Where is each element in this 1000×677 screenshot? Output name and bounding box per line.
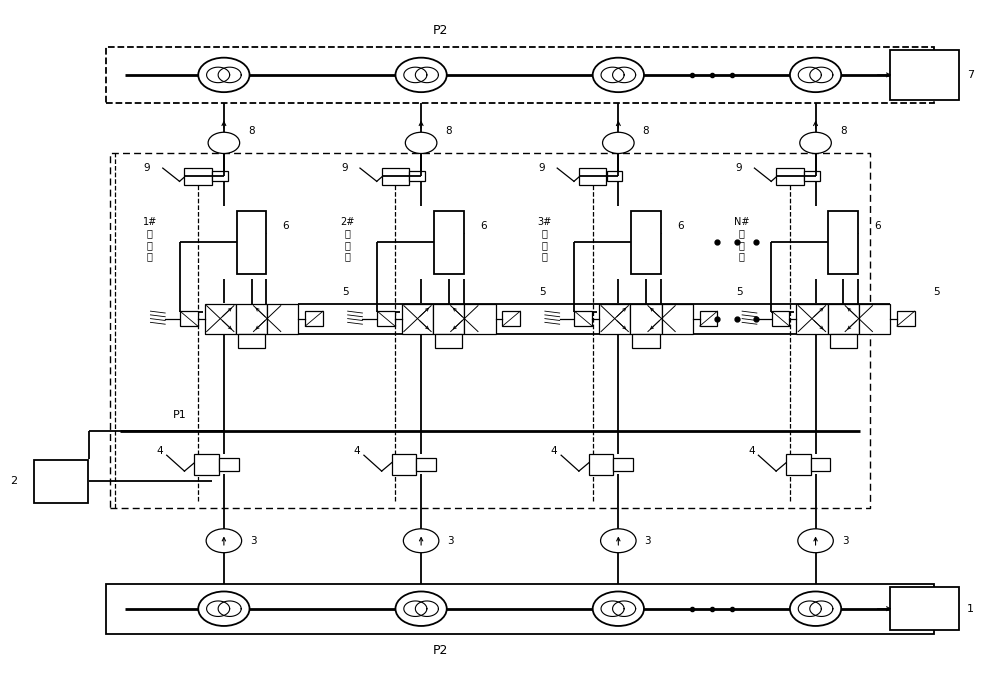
Circle shape: [395, 592, 447, 626]
Bar: [205, 304, 236, 334]
Bar: [34, 460, 88, 502]
Text: 3: 3: [250, 536, 257, 546]
Bar: [377, 311, 395, 326]
Circle shape: [403, 529, 439, 552]
Circle shape: [790, 58, 841, 92]
Text: 3#
液
压
缸: 3# 液 压 缸: [537, 217, 552, 261]
Bar: [776, 168, 804, 185]
Bar: [631, 211, 661, 274]
Bar: [630, 304, 662, 334]
Circle shape: [601, 529, 636, 552]
Bar: [772, 311, 789, 326]
Circle shape: [798, 529, 833, 552]
Text: 8: 8: [445, 126, 452, 136]
Bar: [890, 50, 959, 100]
Bar: [238, 334, 265, 348]
Text: 6: 6: [480, 221, 487, 231]
Bar: [830, 334, 857, 348]
Text: 8: 8: [643, 126, 649, 136]
Bar: [606, 171, 622, 181]
Bar: [828, 304, 859, 334]
Text: 1#
液
压
缸: 1# 液 压 缸: [143, 217, 157, 261]
Circle shape: [206, 529, 242, 552]
Bar: [236, 304, 267, 334]
Text: 6: 6: [874, 221, 881, 231]
Circle shape: [198, 58, 250, 92]
Text: 5: 5: [736, 287, 743, 297]
Text: 3: 3: [842, 536, 848, 546]
Bar: [599, 304, 630, 334]
Circle shape: [208, 132, 240, 154]
Text: 3: 3: [645, 536, 651, 546]
Bar: [267, 304, 298, 334]
Text: 9: 9: [144, 163, 150, 173]
Bar: [180, 311, 198, 326]
Text: 4: 4: [748, 446, 755, 456]
Bar: [579, 168, 606, 185]
Text: 2#
液
压
缸: 2# 液 压 缸: [340, 217, 354, 261]
Bar: [305, 311, 323, 326]
Text: 4: 4: [156, 446, 163, 456]
Bar: [502, 311, 520, 326]
Text: 7: 7: [967, 70, 974, 80]
Text: 5: 5: [934, 287, 940, 297]
Bar: [416, 458, 436, 471]
Bar: [237, 211, 266, 274]
Bar: [613, 458, 633, 471]
Text: 1: 1: [967, 604, 974, 614]
Bar: [434, 211, 464, 274]
Text: 9: 9: [341, 163, 348, 173]
Bar: [194, 454, 219, 475]
Bar: [632, 334, 660, 348]
Bar: [212, 171, 228, 181]
Bar: [184, 168, 212, 185]
Bar: [409, 171, 425, 181]
Bar: [811, 458, 830, 471]
Bar: [106, 584, 934, 634]
Bar: [106, 47, 934, 103]
Circle shape: [593, 592, 644, 626]
Text: 9: 9: [538, 163, 545, 173]
Text: P1: P1: [173, 410, 186, 420]
Bar: [433, 304, 464, 334]
Text: 9: 9: [735, 163, 742, 173]
Text: 6: 6: [677, 221, 684, 231]
Bar: [897, 311, 915, 326]
Bar: [589, 454, 613, 475]
Bar: [574, 311, 592, 326]
Bar: [804, 171, 820, 181]
Text: 5: 5: [539, 287, 546, 297]
Circle shape: [593, 58, 644, 92]
Bar: [402, 304, 433, 334]
Circle shape: [405, 132, 437, 154]
Text: 3: 3: [447, 536, 454, 546]
Text: 5: 5: [342, 287, 348, 297]
Text: P2: P2: [433, 644, 449, 657]
Circle shape: [395, 58, 447, 92]
Bar: [890, 587, 959, 630]
Text: 6: 6: [283, 221, 289, 231]
Text: 4: 4: [551, 446, 558, 456]
Bar: [859, 304, 890, 334]
Bar: [464, 304, 496, 334]
Bar: [392, 454, 416, 475]
Bar: [700, 311, 717, 326]
Text: 2: 2: [10, 476, 17, 486]
Text: 8: 8: [248, 126, 255, 136]
Bar: [382, 168, 409, 185]
Circle shape: [603, 132, 634, 154]
Bar: [219, 458, 239, 471]
Text: 8: 8: [840, 126, 846, 136]
Bar: [435, 334, 462, 348]
Bar: [828, 211, 858, 274]
Bar: [786, 454, 811, 475]
Circle shape: [198, 592, 250, 626]
Bar: [662, 304, 693, 334]
Text: P2: P2: [433, 24, 449, 37]
Circle shape: [800, 132, 831, 154]
Circle shape: [790, 592, 841, 626]
Bar: [796, 304, 828, 334]
Text: N#
液
压
缸: N# 液 压 缸: [734, 217, 749, 261]
Text: 4: 4: [354, 446, 360, 456]
